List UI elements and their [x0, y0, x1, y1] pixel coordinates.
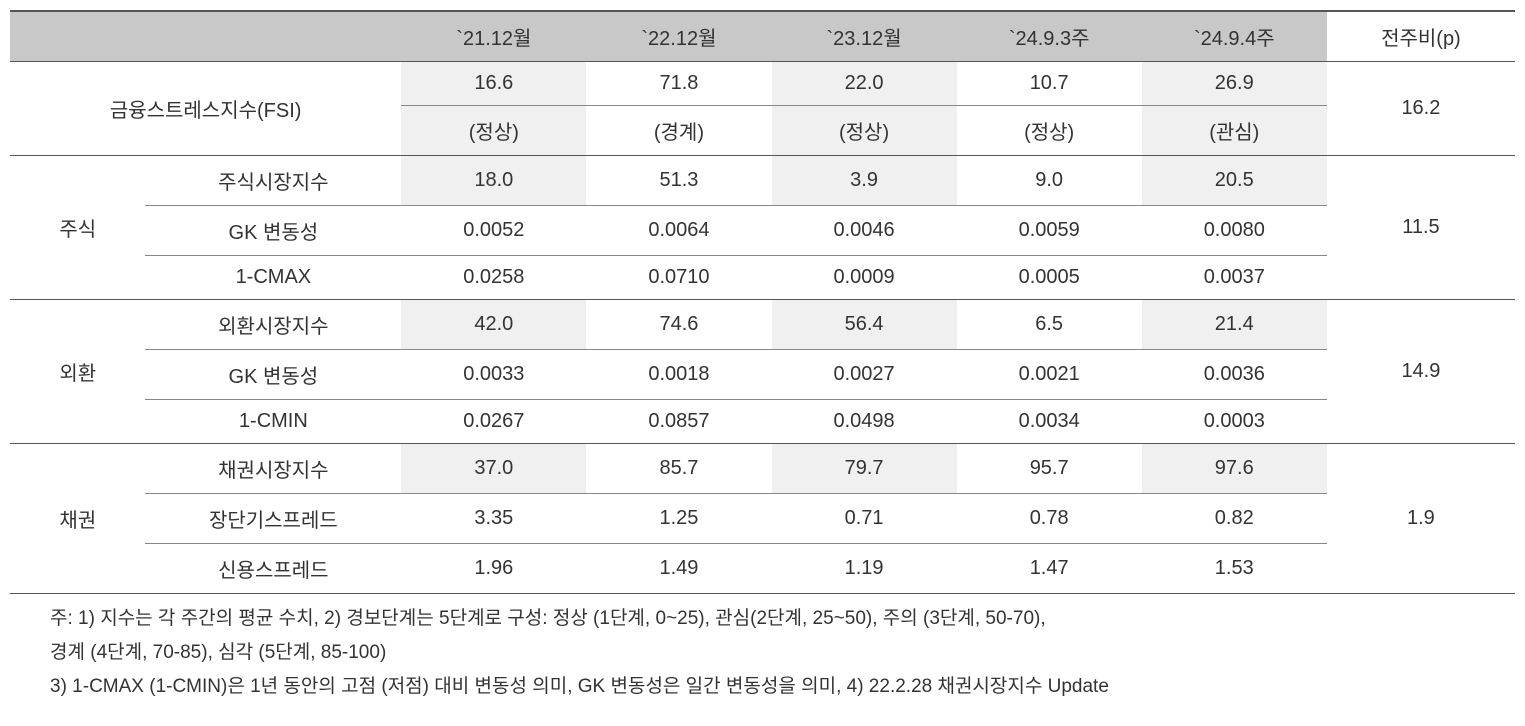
- bond-r1-v1: 37.0: [401, 444, 586, 494]
- bond-r1-v4: 95.7: [957, 444, 1142, 494]
- stock-r1-v1: 18.0: [401, 156, 586, 206]
- table-header-row: `21.12월 `22.12월 `23.12월 `24.9.3주 `24.9.4…: [10, 11, 1515, 62]
- header-col-4: `24.9.3주: [957, 11, 1142, 62]
- fx-r3-v3: 0.0498: [772, 400, 957, 444]
- bond-row-1: 채권 채권시장지수 37.0 85.7 79.7 95.7 97.6 1.9: [10, 444, 1515, 494]
- fx-r1-label: 외환시장지수: [145, 300, 401, 350]
- stock-r1-v3: 3.9: [772, 156, 957, 206]
- fx-r2-v5: 0.0036: [1142, 350, 1327, 400]
- stock-category-label: 주식: [10, 156, 145, 300]
- bond-r3-label: 신용스프레드: [145, 544, 401, 594]
- stock-row-1: 주식 주식시장지수 18.0 51.3 3.9 9.0 20.5 11.5: [10, 156, 1515, 206]
- footnote-line-1: 주: 1) 지수는 각 주간의 평균 수치, 2) 경보단계는 5단계로 구성:…: [50, 602, 1515, 636]
- bond-r1-label: 채권시장지수: [145, 444, 401, 494]
- fx-r1-v3: 56.4: [772, 300, 957, 350]
- fx-r2-label: GK 변동성: [145, 350, 401, 400]
- stock-r2-v2: 0.0064: [586, 206, 771, 256]
- fsi-v1: 16.6: [401, 62, 586, 106]
- bond-r3-v3: 1.19: [772, 544, 957, 594]
- stock-r1-v5: 20.5: [1142, 156, 1327, 206]
- fx-r1-v1: 42.0: [401, 300, 586, 350]
- stock-r1-v2: 51.3: [586, 156, 771, 206]
- stock-r2-v5: 0.0080: [1142, 206, 1327, 256]
- bond-r3-v5: 1.53: [1142, 544, 1327, 594]
- fsi-table: `21.12월 `22.12월 `23.12월 `24.9.3주 `24.9.4…: [10, 10, 1515, 594]
- header-blank: [10, 11, 401, 62]
- stock-r3-v1: 0.0258: [401, 256, 586, 300]
- stock-r3-v2: 0.0710: [586, 256, 771, 300]
- fx-r2-v4: 0.0021: [957, 350, 1142, 400]
- stock-wow: 11.5: [1327, 156, 1515, 300]
- fsi-label: 금융스트레스지수(FSI): [10, 62, 401, 156]
- fsi-v5: 26.9: [1142, 62, 1327, 106]
- stock-r3-v5: 0.0037: [1142, 256, 1327, 300]
- fsi-s1: (정상): [401, 106, 586, 156]
- fx-r1-v2: 74.6: [586, 300, 771, 350]
- bond-r3-v4: 1.47: [957, 544, 1142, 594]
- stock-r2-v4: 0.0059: [957, 206, 1142, 256]
- fx-wow: 14.9: [1327, 300, 1515, 444]
- stock-r2-label: GK 변동성: [145, 206, 401, 256]
- fsi-wow: 16.2: [1327, 62, 1515, 156]
- fx-r3-v1: 0.0267: [401, 400, 586, 444]
- fx-r3-v2: 0.0857: [586, 400, 771, 444]
- header-col-1: `21.12월: [401, 11, 586, 62]
- stock-r3-label: 1-CMAX: [145, 256, 401, 300]
- fsi-value-row: 금융스트레스지수(FSI) 16.6 71.8 22.0 10.7 26.9 1…: [10, 62, 1515, 106]
- fsi-s4: (정상): [957, 106, 1142, 156]
- fsi-v3: 22.0: [772, 62, 957, 106]
- fsi-s2: (경계): [586, 106, 771, 156]
- fx-r2-v1: 0.0033: [401, 350, 586, 400]
- header-col-2: `22.12월: [586, 11, 771, 62]
- header-col-3: `23.12월: [772, 11, 957, 62]
- bond-r3-v2: 1.49: [586, 544, 771, 594]
- bond-category-label: 채권: [10, 444, 145, 594]
- fx-r1-v5: 21.4: [1142, 300, 1327, 350]
- fx-row-2: GK 변동성 0.0033 0.0018 0.0027 0.0021 0.003…: [10, 350, 1515, 400]
- bond-r2-v2: 1.25: [586, 494, 771, 544]
- stock-r2-v1: 0.0052: [401, 206, 586, 256]
- bond-r3-v1: 1.96: [401, 544, 586, 594]
- fx-r3-v4: 0.0034: [957, 400, 1142, 444]
- fx-r2-v2: 0.0018: [586, 350, 771, 400]
- footnote-line-2: 경계 (4단계, 70-85), 심각 (5단계, 85-100): [50, 636, 1515, 670]
- fx-r2-v3: 0.0027: [772, 350, 957, 400]
- bond-r2-v4: 0.78: [957, 494, 1142, 544]
- bond-row-3: 신용스프레드 1.96 1.49 1.19 1.47 1.53: [10, 544, 1515, 594]
- bond-r2-label: 장단기스프레드: [145, 494, 401, 544]
- footnotes: 주: 1) 지수는 각 주간의 평균 수치, 2) 경보단계는 5단계로 구성:…: [10, 602, 1515, 705]
- fx-r3-v5: 0.0003: [1142, 400, 1327, 444]
- fx-r3-label: 1-CMIN: [145, 400, 401, 444]
- stock-r1-v4: 9.0: [957, 156, 1142, 206]
- stock-row-3: 1-CMAX 0.0258 0.0710 0.0009 0.0005 0.003…: [10, 256, 1515, 300]
- bond-r2-v5: 0.82: [1142, 494, 1327, 544]
- fsi-v4: 10.7: [957, 62, 1142, 106]
- stock-r1-label: 주식시장지수: [145, 156, 401, 206]
- stock-row-2: GK 변동성 0.0052 0.0064 0.0046 0.0059 0.008…: [10, 206, 1515, 256]
- bond-r2-v1: 3.35: [401, 494, 586, 544]
- bond-r1-v3: 79.7: [772, 444, 957, 494]
- fx-row-1: 외환 외환시장지수 42.0 74.6 56.4 6.5 21.4 14.9: [10, 300, 1515, 350]
- fx-r1-v4: 6.5: [957, 300, 1142, 350]
- fsi-s3: (정상): [772, 106, 957, 156]
- header-col-5: `24.9.4주: [1142, 11, 1327, 62]
- bond-row-2: 장단기스프레드 3.35 1.25 0.71 0.78 0.82: [10, 494, 1515, 544]
- fx-category-label: 외환: [10, 300, 145, 444]
- stock-r3-v4: 0.0005: [957, 256, 1142, 300]
- fsi-s5: (관심): [1142, 106, 1327, 156]
- footnote-line-3: 3) 1-CMAX (1-CMIN)은 1년 동안의 고점 (저점) 대비 변동…: [50, 670, 1515, 704]
- bond-r1-v5: 97.6: [1142, 444, 1327, 494]
- fx-row-3: 1-CMIN 0.0267 0.0857 0.0498 0.0034 0.000…: [10, 400, 1515, 444]
- fsi-v2: 71.8: [586, 62, 771, 106]
- bond-r2-v3: 0.71: [772, 494, 957, 544]
- header-col-wow: 전주비(p): [1327, 11, 1515, 62]
- stock-r2-v3: 0.0046: [772, 206, 957, 256]
- stock-r3-v3: 0.0009: [772, 256, 957, 300]
- bond-r1-v2: 85.7: [586, 444, 771, 494]
- bond-wow: 1.9: [1327, 444, 1515, 594]
